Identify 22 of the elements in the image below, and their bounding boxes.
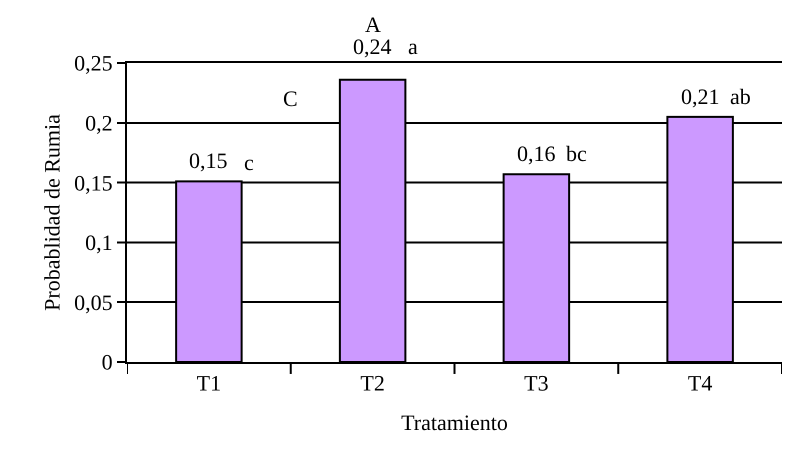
data-label: 0,21 (681, 84, 720, 109)
annotation: A (365, 12, 381, 37)
data-label: 0,16 (517, 141, 556, 166)
y-tick-label: 0,2 (85, 110, 113, 136)
annotation: c (244, 150, 254, 175)
y-tick-label: 0 (102, 350, 113, 375)
data-label: 0,24 (353, 34, 392, 59)
x-tick-label: T2 (360, 370, 385, 396)
y-axis-title: Probablidad de Rumia (39, 114, 64, 311)
data-label: 0,15 (189, 148, 228, 173)
annotation: a (408, 34, 418, 59)
x-tick-label: T1 (196, 370, 222, 396)
x-tick-label: T4 (688, 370, 712, 396)
annotation: bc (566, 141, 587, 166)
y-tick-label: 0,05 (74, 290, 113, 315)
y-tick-label: 0,1 (85, 230, 113, 256)
y-tick-label: 0,15 (74, 170, 113, 196)
annotation: ab (730, 84, 751, 109)
y-tick-label: 0,25 (74, 50, 113, 76)
annotation: C (283, 86, 298, 111)
x-axis-title: Tratamiento (401, 410, 508, 435)
x-tick-label: T3 (524, 370, 549, 396)
